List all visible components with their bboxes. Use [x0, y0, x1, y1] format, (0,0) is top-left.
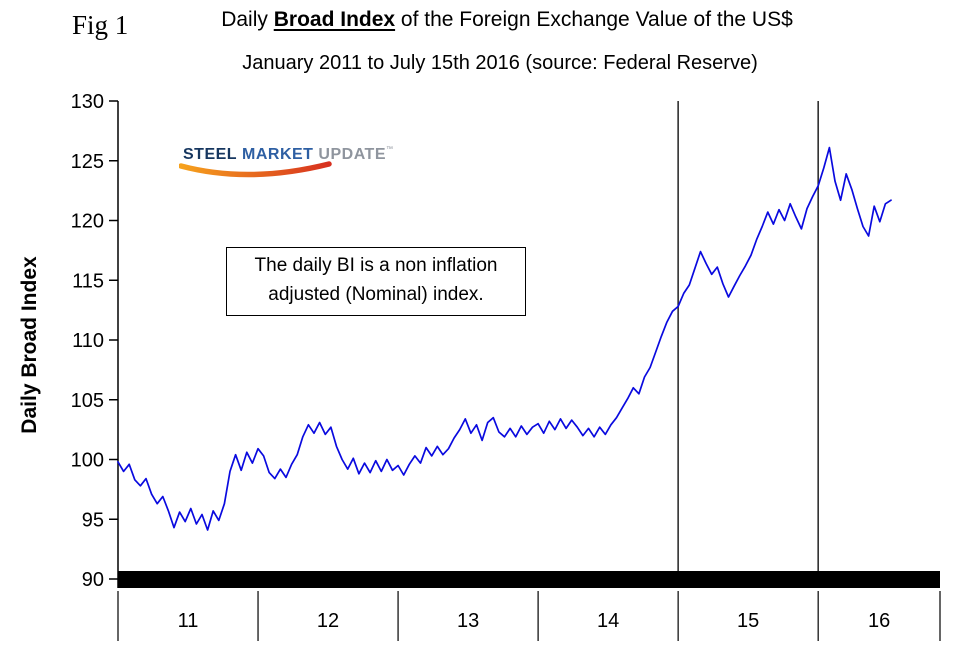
series-line [117, 146, 892, 531]
y-axis-title: Daily Broad Index [18, 256, 41, 434]
logo-text: STEEL MARKET UPDATE™ [183, 146, 393, 164]
annotation-line-2: adjusted (Nominal) index. [268, 284, 484, 306]
x-axis-baseline-bar [118, 571, 940, 588]
chart-title-prefix: Daily [221, 8, 274, 31]
chart-title-emphasis: Broad Index [273, 8, 396, 31]
annotation-box: The daily BI is a non inflation adjusted… [226, 247, 526, 316]
steel-market-update-logo: STEEL MARKET UPDATE™ [179, 146, 393, 186]
chart-title-suffix: of the Foreign Exchange Value of the US$ [395, 8, 793, 31]
y-tick-label: 125 [71, 151, 104, 173]
x-tick-label: 14 [597, 610, 619, 632]
y-tick-label: 95 [82, 509, 104, 531]
logo-word-update: UPDATE [318, 146, 386, 163]
y-tick-label: 90 [82, 569, 104, 591]
y-tick-label: 115 [72, 270, 104, 292]
y-tick-label: 120 [71, 211, 104, 233]
y-tick-label: 100 [71, 450, 104, 472]
x-tick-label: 16 [868, 610, 890, 632]
chart-subtitle: January 2011 to July 15th 2016 (source: … [242, 52, 758, 74]
x-tick-label: 12 [317, 610, 339, 632]
y-tick-label: 130 [71, 91, 104, 113]
logo-word-steel: STEEL [183, 146, 238, 163]
y-tick-label: 110 [72, 330, 104, 352]
logo-swoosh-icon [179, 161, 332, 178]
logo-trademark: ™ [386, 146, 394, 153]
figure-number-label: Fig 1 [72, 10, 129, 40]
chart-title: Daily Broad Index of the Foreign Exchang… [221, 8, 793, 32]
x-tick-label: 13 [457, 610, 479, 632]
annotation-line-1: The daily BI is a non inflation [254, 255, 498, 276]
x-tick-label: 15 [737, 610, 759, 632]
x-tick-label: 11 [178, 610, 199, 632]
logo-word-market: MARKET [242, 146, 314, 163]
y-tick-label: 105 [71, 390, 104, 412]
